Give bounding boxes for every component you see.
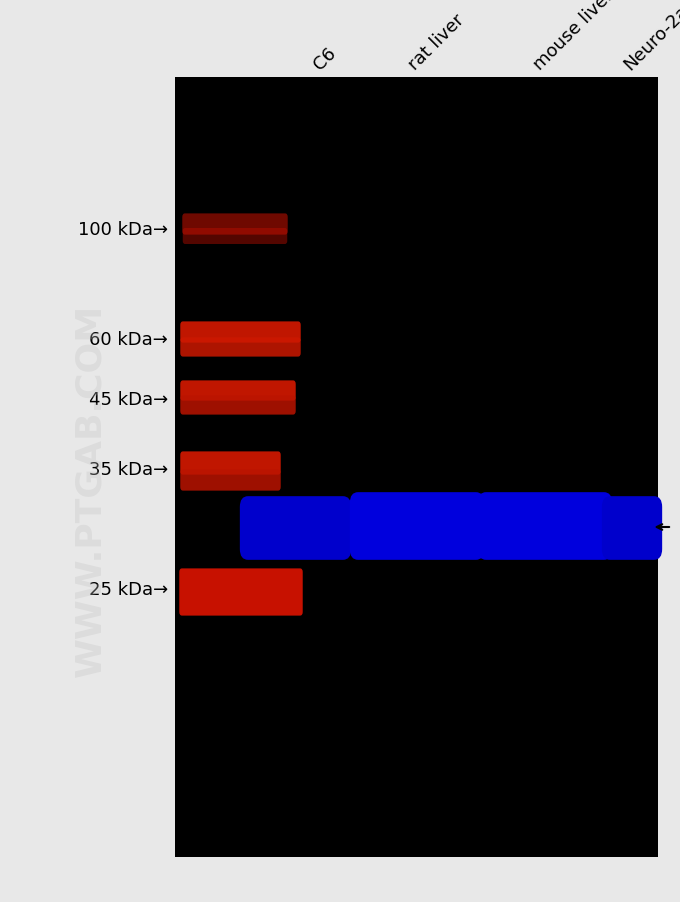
FancyBboxPatch shape xyxy=(180,322,301,344)
FancyBboxPatch shape xyxy=(180,452,281,475)
Text: 100 kDa→: 100 kDa→ xyxy=(78,221,168,239)
Bar xyxy=(175,78,658,857)
FancyBboxPatch shape xyxy=(240,497,351,560)
FancyBboxPatch shape xyxy=(183,229,287,244)
Text: Neuro-2a: Neuro-2a xyxy=(620,2,680,73)
Text: C6: C6 xyxy=(310,44,339,73)
FancyBboxPatch shape xyxy=(180,569,303,616)
FancyBboxPatch shape xyxy=(180,338,301,357)
FancyBboxPatch shape xyxy=(350,492,484,560)
Text: WWW.PTGAB.COM: WWW.PTGAB.COM xyxy=(73,303,107,676)
FancyBboxPatch shape xyxy=(478,492,612,560)
Text: mouse liver: mouse liver xyxy=(530,0,617,73)
Text: 45 kDa→: 45 kDa→ xyxy=(89,391,168,409)
Text: 60 kDa→: 60 kDa→ xyxy=(89,331,168,348)
FancyBboxPatch shape xyxy=(182,214,288,235)
FancyBboxPatch shape xyxy=(180,396,296,415)
FancyBboxPatch shape xyxy=(180,470,281,491)
FancyBboxPatch shape xyxy=(180,381,296,401)
Text: 25 kDa→: 25 kDa→ xyxy=(89,580,168,598)
FancyBboxPatch shape xyxy=(602,497,662,560)
Text: 35 kDa→: 35 kDa→ xyxy=(89,461,168,478)
Text: rat liver: rat liver xyxy=(405,11,468,73)
